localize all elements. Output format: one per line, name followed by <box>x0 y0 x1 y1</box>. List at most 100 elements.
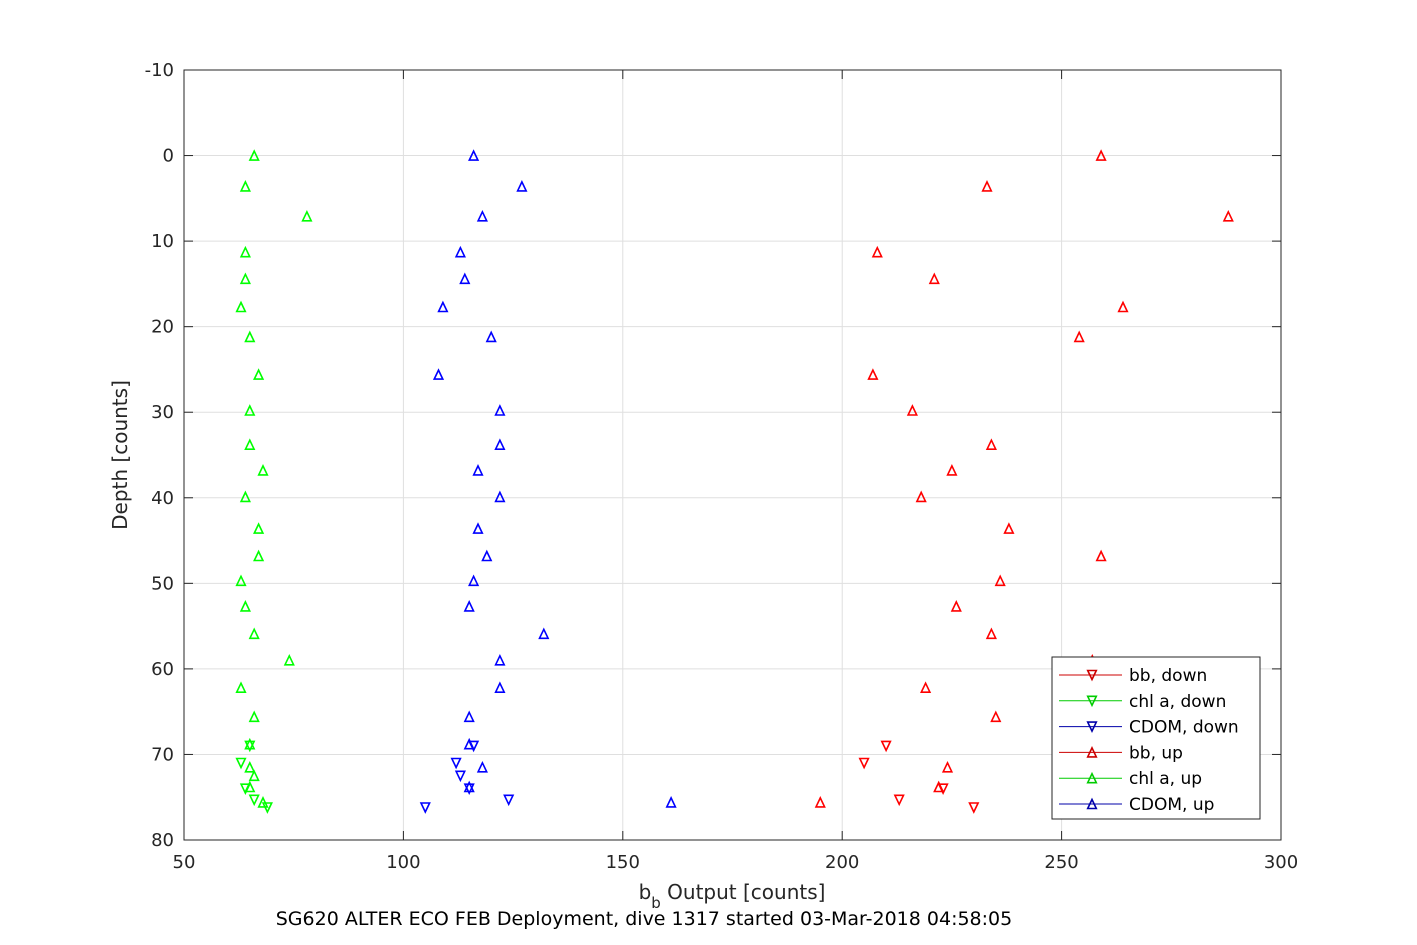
legend-marker <box>1086 721 1098 733</box>
y-tick-label: 20 <box>151 317 174 338</box>
data-point-chl-a-up <box>244 760 256 773</box>
data-point-cdom-up <box>472 464 484 476</box>
data-point-cdom-up <box>494 404 506 416</box>
data-point-cdom-up <box>538 627 550 640</box>
data-point-bb-up <box>867 368 879 380</box>
data-point-cdom-up <box>432 368 445 380</box>
data-point-chl-a-down <box>235 757 247 770</box>
data-point-cdom-up <box>463 737 475 750</box>
data-point-chl-a-up <box>239 180 251 192</box>
legend-entry-cdom-down: CDOM, down <box>1059 718 1239 738</box>
data-point-chl-a-up <box>248 710 260 723</box>
legend-entry-chl-a-down: chl a, down <box>1059 692 1226 712</box>
axis-ticks: 50 100 150 200 250 300 -10 0 10 20 30 40 50 60 70 80 <box>145 60 1299 873</box>
data-point-bb-down <box>880 740 892 753</box>
y-tick-label: 80 <box>151 830 174 851</box>
x-tick-label: 150 <box>606 852 640 873</box>
legend-label: bb, up <box>1129 743 1183 763</box>
data-point-bb-up <box>985 627 997 640</box>
data-point-bb-up <box>1222 209 1234 222</box>
legend: bb, down chl a, down CDOM, down bb, up chl a… <box>1051 656 1261 820</box>
legend-marker <box>1086 771 1098 784</box>
data-point-bb-up <box>928 272 940 285</box>
data-point-cdom-up <box>494 681 506 694</box>
data-point-chl-a-up <box>248 149 260 161</box>
legend-marker <box>1086 669 1098 682</box>
data-point-chl-a-up <box>253 522 265 534</box>
data-point-cdom-up <box>665 796 677 808</box>
data-point-chl-a-up <box>244 780 256 793</box>
x-tick-label: 50 <box>173 852 196 873</box>
data-point-chl-a-up <box>253 549 265 562</box>
data-point-chl-a-down <box>248 794 260 807</box>
data-point-cdom-up <box>494 438 506 451</box>
legend-label: bb, down <box>1129 666 1207 686</box>
data-point-cdom-up <box>476 209 488 222</box>
data-point-cdom-up <box>463 600 475 612</box>
data-point-cdom-up <box>494 490 506 503</box>
data-point-cdom-down <box>419 802 431 814</box>
chart-caption: SG620 ALTER ECO FEB Deployment, dive 131… <box>276 908 1012 930</box>
data-point-bb-up <box>814 796 826 808</box>
x-axis-label-rest: Output [counts] <box>661 880 826 904</box>
y-tick-label: 50 <box>151 573 174 594</box>
legend-entry-bb-up: bb, up <box>1059 743 1183 763</box>
series-bb-up <box>814 149 1234 808</box>
x-tick-label: 100 <box>386 852 420 873</box>
data-point-cdom-up <box>476 760 488 773</box>
data-point-chl-a-up <box>239 272 251 285</box>
x-axis-label-subscript: b <box>651 894 661 912</box>
legend-marker <box>1086 746 1098 758</box>
data-point-bb-up <box>946 464 958 476</box>
data-point-bb-down <box>893 794 905 807</box>
series-chl-a-up <box>235 149 313 808</box>
legend-entry-cdom-up: CDOM, up <box>1059 795 1214 815</box>
y-tick-label: 10 <box>151 231 174 252</box>
data-point-chl-a-up <box>244 404 256 416</box>
data-point-chl-a-up <box>239 245 251 258</box>
data-point-cdom-up <box>472 522 484 534</box>
data-point-bb-up <box>933 780 945 793</box>
y-axis-label: Depth [counts] <box>108 380 132 530</box>
legend-label: CDOM, down <box>1129 718 1239 738</box>
data-point-chl-a-up <box>283 653 295 666</box>
data-point-bb-up <box>985 438 997 451</box>
y-tick-label: 40 <box>151 488 174 509</box>
data-point-bb-up <box>915 490 927 503</box>
data-point-chl-a-up <box>253 368 265 380</box>
data-point-cdom-up <box>485 330 497 343</box>
data-point-bb-up <box>920 681 932 694</box>
x-tick-label: 250 <box>1044 852 1078 873</box>
series-cdom-up <box>432 149 677 808</box>
data-point-chl-a-up <box>235 574 247 587</box>
data-point-cdom-up <box>494 653 506 666</box>
data-point-chl-a-up <box>257 464 269 476</box>
data-point-cdom-down <box>454 770 466 783</box>
data-point-bb-down <box>858 757 870 770</box>
data-point-bb-up <box>1073 330 1085 343</box>
data-point-bb-up <box>1095 149 1107 161</box>
data-point-chl-a-up <box>248 769 260 782</box>
legend-marker <box>1086 797 1098 810</box>
data-point-bb-up <box>1003 522 1015 534</box>
x-tick-label: 200 <box>825 852 859 873</box>
data-point-bb-up <box>990 710 1002 723</box>
grid-lines <box>183 69 1282 841</box>
data-point-chl-a-up <box>244 737 256 750</box>
data-point-bb-up <box>981 180 993 192</box>
data-point-bb-up <box>941 760 954 773</box>
data-point-chl-a-up <box>235 681 247 694</box>
legend-entry-bb-down: bb, down <box>1059 666 1207 686</box>
data-point-cdom-up <box>516 180 528 192</box>
x-tick-label: 300 <box>1264 852 1298 873</box>
data-point-chl-a-up <box>257 796 269 808</box>
data-point-cdom-down <box>450 757 462 770</box>
legend-box <box>1051 656 1261 820</box>
data-point-bb-down <box>968 802 980 814</box>
y-tick-label: 30 <box>151 402 174 423</box>
data-point-cdom-up <box>468 149 480 161</box>
data-point-chl-a-up <box>301 209 313 222</box>
data-point-cdom-up <box>454 245 466 258</box>
data-point-cdom-up <box>437 300 449 313</box>
